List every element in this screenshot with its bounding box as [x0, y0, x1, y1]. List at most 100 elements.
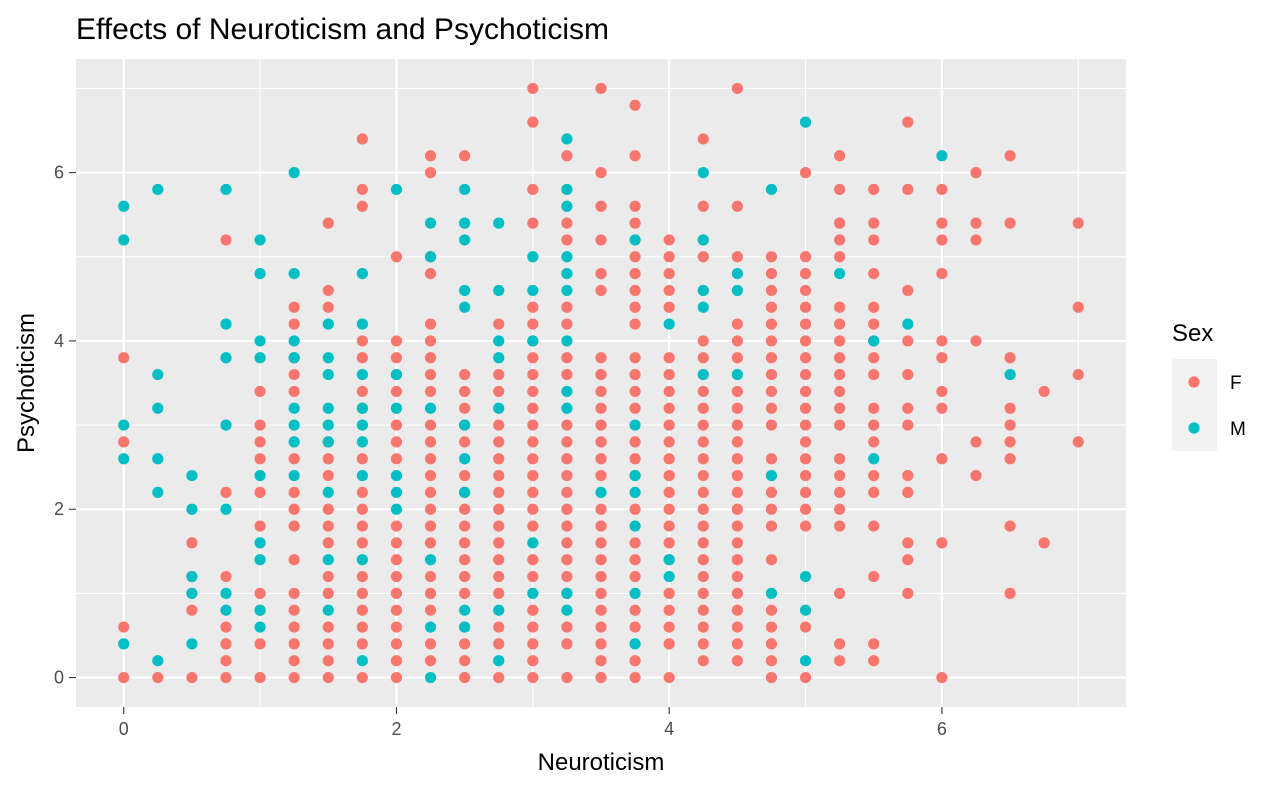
data-point	[799, 167, 812, 179]
data-point	[1004, 217, 1016, 229]
data-point	[936, 267, 948, 280]
data-point	[390, 385, 403, 398]
data-point	[629, 554, 641, 566]
data-point	[663, 385, 675, 398]
data-point	[288, 671, 300, 684]
data-point	[322, 453, 334, 465]
data-point	[834, 368, 846, 381]
data-point	[799, 335, 812, 347]
data-point	[936, 385, 948, 398]
data-point	[697, 503, 709, 515]
data-point	[731, 570, 743, 583]
data-point	[629, 284, 641, 297]
data-point	[527, 671, 539, 684]
data-point	[595, 453, 607, 465]
data-point	[834, 234, 846, 246]
data-point	[868, 183, 880, 196]
data-point	[765, 453, 778, 465]
data-point	[765, 385, 778, 398]
data-point	[697, 335, 709, 347]
data-point	[765, 469, 778, 482]
data-point	[322, 486, 334, 499]
data-point	[356, 419, 368, 431]
data-point	[629, 671, 641, 684]
data-point	[527, 301, 539, 313]
data-point	[731, 267, 743, 280]
data-point	[868, 469, 880, 482]
data-point	[561, 587, 573, 599]
data-point	[390, 368, 403, 381]
data-point	[697, 167, 709, 179]
legend-title: Sex	[1172, 320, 1213, 347]
data-point	[731, 587, 743, 599]
data-point	[356, 318, 368, 330]
data-point	[118, 621, 130, 633]
data-point	[697, 587, 709, 599]
data-point	[527, 82, 539, 95]
data-point	[220, 234, 232, 246]
data-point	[561, 486, 573, 499]
data-point	[561, 150, 573, 162]
data-point	[868, 335, 880, 347]
data-point	[731, 655, 743, 667]
data-point	[561, 453, 573, 465]
data-point	[527, 217, 539, 229]
data-point	[663, 352, 675, 364]
data-point	[765, 671, 778, 684]
data-point	[731, 385, 743, 398]
data-point	[288, 402, 300, 414]
data-point	[868, 352, 880, 364]
data-point	[493, 486, 505, 499]
data-point	[527, 570, 539, 583]
data-point	[561, 537, 573, 549]
data-point	[390, 183, 403, 196]
data-point	[390, 453, 403, 465]
data-point	[288, 486, 300, 499]
data-point	[118, 419, 130, 431]
data-point	[731, 486, 743, 499]
data-point	[868, 234, 880, 246]
data-point	[493, 469, 505, 482]
data-point	[629, 368, 641, 381]
data-point	[152, 368, 164, 381]
data-point	[288, 587, 300, 599]
data-point	[799, 402, 812, 414]
data-point	[356, 570, 368, 583]
data-point	[459, 537, 471, 549]
data-point	[459, 604, 471, 616]
data-point	[868, 655, 880, 667]
data-point	[356, 655, 368, 667]
data-point	[595, 385, 607, 398]
data-point	[254, 638, 266, 650]
data-point	[663, 604, 675, 616]
data-point	[1004, 402, 1016, 414]
data-point	[765, 621, 778, 633]
x-axis-title: Neuroticism	[538, 749, 665, 776]
data-point	[356, 537, 368, 549]
y-tick-label: 2	[54, 499, 64, 519]
data-point	[527, 587, 539, 599]
data-point	[902, 284, 914, 297]
data-point	[152, 453, 164, 465]
data-point	[527, 486, 539, 499]
data-point	[663, 436, 675, 448]
data-point	[936, 234, 948, 246]
data-point	[424, 671, 437, 684]
data-point	[254, 419, 266, 431]
data-point	[322, 402, 334, 414]
data-point	[629, 234, 641, 246]
data-point	[799, 453, 812, 465]
data-point	[731, 402, 743, 414]
data-point	[493, 335, 505, 347]
data-point	[322, 301, 334, 313]
data-point	[220, 671, 232, 684]
data-point	[799, 116, 812, 128]
data-point	[527, 368, 539, 381]
data-point	[663, 520, 675, 532]
data-point	[493, 385, 505, 398]
data-point	[459, 655, 471, 667]
data-point	[561, 621, 573, 633]
data-point	[1004, 352, 1016, 364]
data-point	[220, 570, 232, 583]
data-point	[1004, 150, 1016, 162]
